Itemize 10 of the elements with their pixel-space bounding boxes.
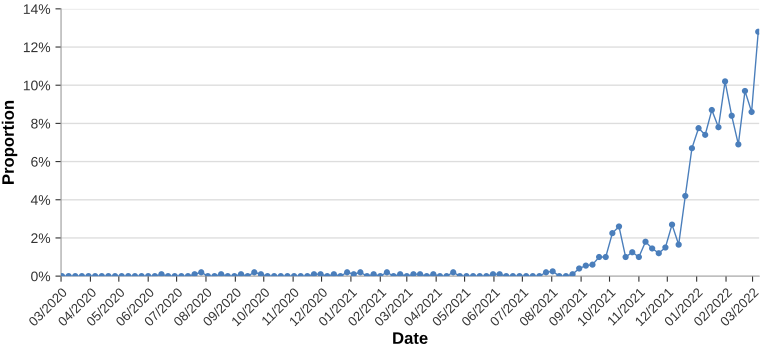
y-tick-label: 4% bbox=[30, 195, 50, 205]
y-tick-label: 14% bbox=[24, 4, 50, 14]
y-tick-label: 8% bbox=[31, 118, 50, 129]
x-axis-title: Date bbox=[393, 332, 428, 344]
y-tick-label: 12% bbox=[24, 42, 50, 52]
y-tick-label: 2% bbox=[31, 233, 50, 244]
y-axis-title: Proportion bbox=[2, 100, 18, 184]
y-tick-label: 0% bbox=[31, 271, 50, 282]
y-tick-label: 10% bbox=[24, 80, 50, 90]
y-tick-label: 6% bbox=[31, 156, 50, 167]
